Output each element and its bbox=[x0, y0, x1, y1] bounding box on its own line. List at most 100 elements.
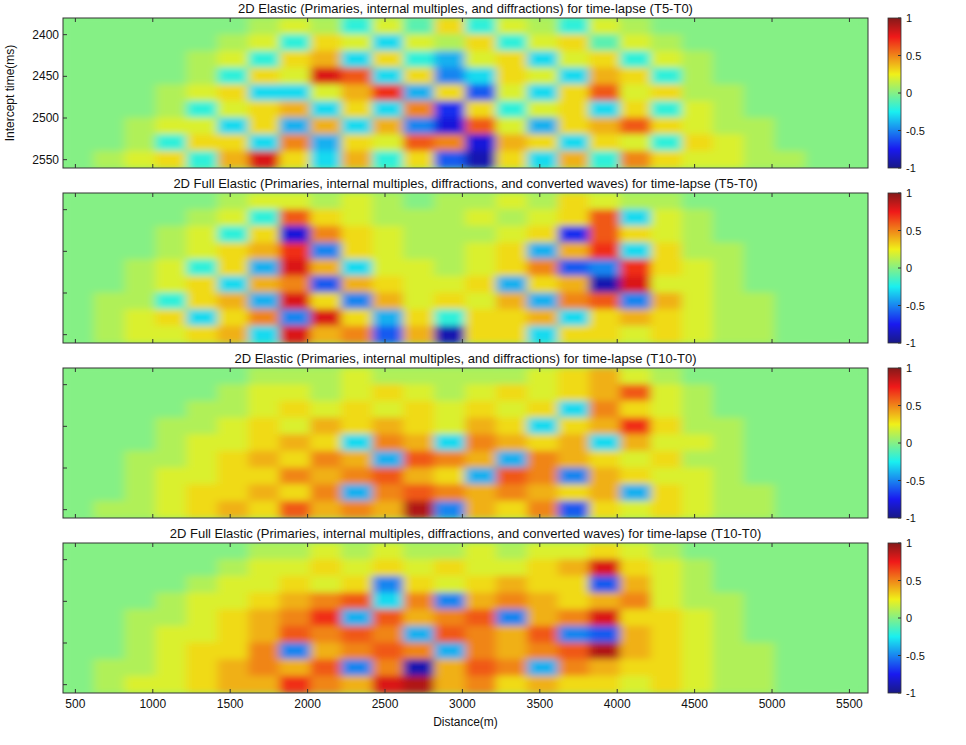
heat-cell bbox=[651, 193, 683, 210]
heat-cell bbox=[403, 193, 435, 210]
heat-cell bbox=[465, 576, 497, 594]
heat-cell bbox=[93, 226, 125, 244]
heat-cell bbox=[465, 384, 497, 402]
heat-cell bbox=[93, 434, 125, 452]
heat-cell bbox=[806, 401, 838, 419]
y-tick bbox=[63, 559, 67, 560]
heat-cell bbox=[341, 401, 373, 419]
colorbar-tick bbox=[898, 230, 901, 231]
heat-cell bbox=[496, 134, 528, 152]
heat-cell bbox=[713, 309, 745, 327]
heat-cell bbox=[806, 243, 838, 261]
heat-cell bbox=[93, 309, 125, 327]
heat-cell bbox=[744, 576, 776, 594]
heat-cell bbox=[434, 576, 466, 594]
heat-cell bbox=[217, 226, 249, 244]
heat-cell bbox=[589, 609, 621, 627]
heat-cell bbox=[124, 259, 156, 277]
heat-cell bbox=[63, 543, 94, 560]
heat-cell bbox=[248, 501, 280, 518]
heat-cell bbox=[651, 326, 683, 343]
heat-cell bbox=[682, 609, 714, 627]
heat-cell bbox=[465, 259, 497, 277]
heat-cell bbox=[682, 326, 714, 343]
panel-title: 2D Elastic (Primaries, internal multiple… bbox=[234, 351, 696, 366]
heat-cell bbox=[589, 209, 621, 227]
heat-cell bbox=[63, 226, 94, 244]
heat-cell bbox=[589, 384, 621, 402]
heat-cell bbox=[837, 484, 868, 502]
heat-cell bbox=[434, 84, 466, 102]
heat-cell bbox=[434, 626, 466, 644]
heat-cell bbox=[279, 484, 311, 502]
heat-cell bbox=[186, 84, 218, 102]
heat-cell bbox=[713, 243, 745, 261]
heat-cell bbox=[713, 34, 745, 52]
heat-cell bbox=[496, 293, 528, 311]
heat-cell bbox=[744, 226, 776, 244]
heat-cell bbox=[217, 418, 249, 436]
x-tick bbox=[307, 543, 308, 547]
x-tick-label: 4000 bbox=[604, 697, 631, 711]
heat-cell bbox=[651, 593, 683, 611]
heat-cell bbox=[558, 543, 590, 560]
heat-cell bbox=[806, 151, 838, 168]
heat-cell bbox=[372, 209, 404, 227]
heat-cell bbox=[806, 101, 838, 119]
heat-cell bbox=[651, 243, 683, 261]
heat-cell bbox=[589, 118, 621, 136]
heat-cell bbox=[63, 593, 94, 611]
heat-cell bbox=[620, 484, 652, 502]
heat-cell bbox=[217, 259, 249, 277]
heat-cell bbox=[744, 559, 776, 577]
heat-cell bbox=[279, 609, 311, 627]
x-tick bbox=[385, 368, 386, 372]
heat-cell bbox=[744, 193, 776, 210]
heat-cell bbox=[403, 101, 435, 119]
heat-cell bbox=[155, 326, 187, 343]
heat-cell bbox=[155, 609, 187, 627]
heat-cell bbox=[744, 401, 776, 419]
heat-cell bbox=[93, 193, 125, 210]
heat-cell bbox=[465, 118, 497, 136]
heat-cell bbox=[248, 243, 280, 261]
heat-cell bbox=[806, 68, 838, 86]
heat-cell bbox=[341, 18, 373, 35]
heat-cell bbox=[806, 326, 838, 343]
heat-cell bbox=[124, 326, 156, 343]
heat-cell bbox=[341, 468, 373, 486]
heat-cell bbox=[217, 309, 249, 327]
heat-cell bbox=[217, 468, 249, 486]
heat-cell bbox=[434, 501, 466, 518]
heat-cell bbox=[744, 34, 776, 52]
x-tick bbox=[385, 514, 386, 518]
heat-cell bbox=[341, 243, 373, 261]
heat-cell bbox=[403, 84, 435, 102]
heat-cell bbox=[744, 451, 776, 469]
heat-cell bbox=[434, 276, 466, 294]
heat-cell bbox=[63, 151, 94, 168]
heat-cell bbox=[775, 484, 807, 502]
heat-cell bbox=[279, 118, 311, 136]
heat-cell bbox=[806, 434, 838, 452]
heat-cell bbox=[248, 659, 280, 677]
heat-cell bbox=[620, 576, 652, 594]
heat-cell bbox=[651, 118, 683, 136]
heat-cell bbox=[465, 101, 497, 119]
heat-cell bbox=[682, 209, 714, 227]
heat-cell bbox=[155, 18, 187, 35]
heat-cell bbox=[620, 326, 652, 343]
heat-cell bbox=[93, 101, 125, 119]
heat-cell bbox=[248, 418, 280, 436]
heat-cell bbox=[217, 401, 249, 419]
heat-cell bbox=[155, 51, 187, 69]
heat-cell bbox=[372, 18, 404, 35]
y-tick-label: 2550 bbox=[32, 153, 59, 167]
heat-cell bbox=[93, 68, 125, 86]
plot-area bbox=[63, 18, 868, 168]
heat-cell bbox=[248, 309, 280, 327]
y-tick bbox=[63, 118, 67, 119]
heat-cell bbox=[155, 259, 187, 277]
heat-cell bbox=[620, 209, 652, 227]
heat-cell bbox=[186, 276, 218, 294]
